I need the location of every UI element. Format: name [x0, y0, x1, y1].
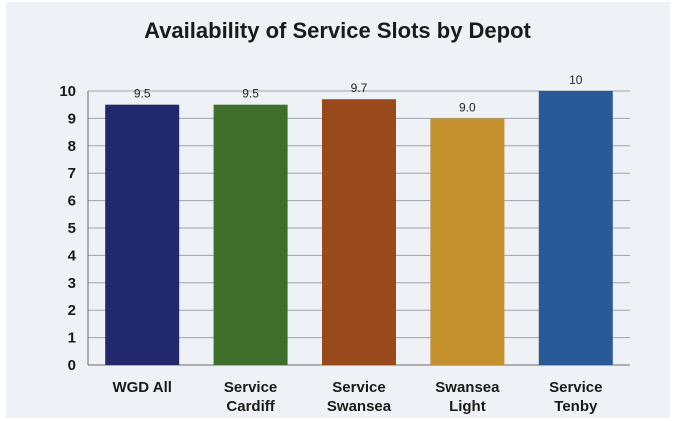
y-tick-label: 8: [68, 138, 76, 155]
bar: [322, 99, 396, 365]
y-tick-label: 9: [68, 110, 76, 127]
x-tick-label: Swansea: [435, 379, 500, 396]
x-tick-label: Light: [449, 398, 486, 415]
y-tick-label: 10: [59, 83, 76, 100]
chart-title: Availability of Service Slots by Depot: [144, 18, 531, 43]
x-tick-label: Service: [224, 379, 277, 396]
y-tick-label: 5: [68, 220, 76, 237]
x-tick-label: Service: [332, 379, 385, 396]
bar: [105, 104, 180, 365]
bar: [430, 118, 505, 366]
bar: [213, 104, 288, 365]
data-label: 10: [569, 73, 583, 87]
data-label: 9.5: [134, 87, 151, 101]
data-label: 9.7: [351, 81, 368, 95]
x-tick-label: Service: [549, 379, 602, 396]
x-tick-label: Cardiff: [226, 398, 275, 415]
x-tick-label: Tenby: [554, 398, 598, 415]
y-tick-label: 7: [68, 165, 76, 182]
y-tick-label: 3: [68, 275, 76, 292]
data-label: 9.0: [459, 100, 476, 114]
y-tick-label: 6: [68, 193, 76, 210]
y-tick-label: 0: [68, 357, 76, 374]
y-tick-label: 4: [68, 247, 77, 264]
x-tick-label: Swansea: [327, 398, 392, 415]
x-axis: WGD All Service Cardiff Service Swansea Swans…: [112, 379, 602, 415]
y-tick-label: 2: [68, 302, 76, 319]
bars: 9.5 9.5 9.7 9.0 10: [105, 73, 613, 366]
bar: [538, 91, 613, 365]
y-tick-label: 1: [68, 330, 76, 347]
data-label: 9.5: [242, 87, 259, 101]
y-axis: 0 1 2 3 4 5 6 7 8 9 10: [59, 83, 89, 374]
x-tick-label: WGD All: [112, 379, 171, 396]
